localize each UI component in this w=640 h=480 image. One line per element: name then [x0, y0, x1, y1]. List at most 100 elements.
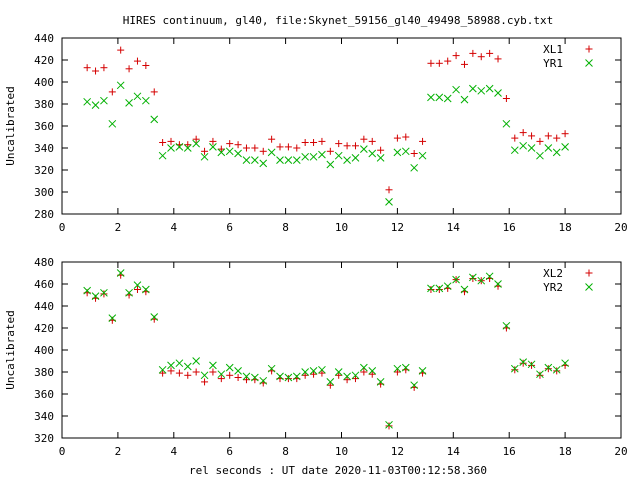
bottom-x-tick-label: 10: [335, 445, 348, 458]
bottom-xl2-point: [301, 371, 309, 379]
bottom-xl2-point: [226, 371, 234, 379]
bottom-yr2-point: [334, 368, 343, 376]
bottom-legend-label-xl2: XL2: [543, 267, 563, 280]
bottom-yr2-point: [519, 358, 528, 366]
bottom-yr2-point: [292, 372, 301, 381]
bottom-yr2-point: [469, 273, 477, 282]
top-yr1-point: [443, 94, 452, 103]
bottom-yr2-point: [116, 269, 125, 277]
bottom-yr2-point: [326, 378, 335, 386]
top-yr1-point: [309, 152, 318, 161]
top-xl1-point: [259, 147, 267, 155]
top-plot-panel: 280 300 320 340 360 380 400 420 440 0 2 4 6 8 10 12 14 16…: [4, 32, 628, 234]
bottom-x-tick-label: 6: [226, 445, 233, 458]
bottom-yr2-point: [309, 367, 318, 375]
bottom-yr2-point: [502, 321, 511, 330]
top-xl1-point: [310, 139, 318, 146]
top-xl1-point: [360, 135, 368, 143]
bottom-xl2-point: [209, 368, 217, 376]
bottom-xl2-point: [544, 365, 552, 373]
top-yr1-point: [418, 151, 427, 160]
bottom-yr2-point: [158, 365, 167, 374]
bottom-yr2-point: [494, 280, 502, 288]
bottom-yr2-point: [368, 367, 377, 375]
bottom-yr2-point: [510, 364, 519, 373]
bottom-yr2-point: [385, 420, 393, 429]
top-xl1-point: [284, 143, 292, 151]
bottom-xl2-point: [536, 371, 544, 379]
bottom-yr2-point: [536, 370, 544, 379]
top-xl1-point: [444, 57, 452, 65]
top-yr1-point: [234, 149, 242, 158]
bottom-xl2-point: [393, 368, 401, 376]
bottom-yr2-point: [343, 372, 351, 381]
bottom-xl2-point: [184, 371, 192, 379]
bottom-x-tick-label: 12: [391, 445, 404, 458]
top-yr1-point: [192, 139, 201, 148]
top-yr1-point: [225, 147, 234, 156]
top-xl1-point: [544, 132, 552, 140]
chart-title: HIRES continuum, gl40, file:Skynet_59156…: [123, 14, 553, 27]
top-x-tick-label: 2: [115, 221, 122, 234]
top-xl1-point: [326, 147, 334, 155]
bottom-yr2-point: [183, 362, 192, 371]
top-xl1-point: [519, 129, 527, 137]
bottom-yr2-point: [217, 370, 226, 379]
top-yr1-point: [100, 96, 108, 105]
bottom-x-tick-label: 18: [558, 445, 571, 458]
top-yr1-point: [510, 146, 519, 155]
top-yr1-point: [133, 92, 142, 101]
top-xl1-point: [92, 67, 100, 75]
top-xl1-point: [234, 141, 242, 149]
top-xl1-point: [318, 137, 326, 145]
bottom-yr2-point: [209, 361, 217, 370]
top-legend-marker-yr1: [585, 59, 593, 67]
bottom-xl2-point: [335, 371, 343, 379]
top-xl1-point: [452, 52, 460, 60]
top-xl1-point: [100, 64, 108, 72]
top-yr1-point: [460, 95, 469, 104]
top-xl1-point: [301, 139, 309, 146]
bottom-legend-marker-yr2: [585, 283, 593, 291]
bottom-xl2-point: [326, 381, 334, 389]
bottom-yr2-point: [141, 285, 150, 294]
bottom-yr2-point: [125, 288, 133, 297]
top-yr1-point: [183, 144, 192, 152]
top-yr1-point: [91, 101, 100, 109]
top-xl1-point: [209, 137, 217, 145]
bottom-xl2-point: [242, 376, 250, 384]
top-yr1-point: [83, 97, 92, 106]
bottom-yr2-point: [477, 276, 486, 285]
bottom-y-tick-label: 420: [34, 322, 54, 335]
top-yr1-point: [544, 144, 553, 152]
bottom-x-tick-label: 20: [614, 445, 627, 458]
top-yr1-point: [125, 99, 133, 107]
top-yr1-point: [301, 152, 310, 161]
top-xl1-point: [108, 88, 116, 96]
top-yr1-point: [343, 156, 351, 164]
top-x-tick-label: 16: [503, 221, 516, 234]
bottom-yr2-point: [527, 360, 536, 369]
bottom-x-tick-label: 4: [170, 445, 177, 458]
bottom-xl2-point: [100, 290, 108, 298]
bottom-yr2-point: [284, 373, 293, 382]
bottom-yr2-point: [175, 359, 184, 368]
top-xl1-point: [335, 140, 343, 148]
top-yr1-point: [401, 147, 410, 156]
top-yr1-point: [452, 85, 460, 94]
bottom-xl2-point: [469, 275, 477, 282]
top-yr1-point: [259, 159, 268, 168]
top-y-tick-label: 440: [34, 32, 54, 45]
bottom-yr2-point: [376, 378, 385, 386]
top-yr1-point: [242, 156, 251, 164]
top-xl1-point: [351, 142, 359, 150]
top-xl1-point: [184, 141, 192, 149]
top-xl1-point: [393, 134, 401, 142]
bottom-plot-panel: 320 340 360 380 400 420 440 460 480 0 2 4 6 8 10 12 14 16…: [4, 256, 628, 458]
top-xl1-point: [385, 186, 393, 194]
top-x-tick-label: 8: [282, 221, 289, 234]
top-xl1-point: [150, 88, 158, 96]
top-yr1-point: [485, 84, 494, 93]
top-xl1-point: [125, 65, 133, 73]
bottom-xl2-point: [201, 378, 209, 386]
